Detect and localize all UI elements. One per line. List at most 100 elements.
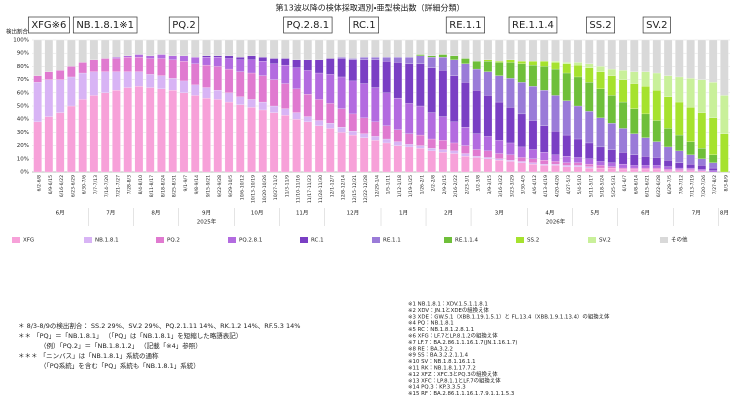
bar-segment [89, 95, 99, 173]
bar-segment [540, 66, 549, 91]
month-label: 11月 [296, 210, 309, 217]
bar-segment [326, 123, 335, 129]
bar-segment [618, 152, 628, 165]
bar-segment [562, 162, 571, 166]
bar-segment [371, 59, 380, 88]
bar-segment [697, 112, 707, 149]
year-label: 2026年 [546, 218, 566, 226]
bar-segment [495, 101, 504, 141]
bar-segment [708, 170, 718, 173]
bar-segment [472, 90, 481, 134]
bar-segment [146, 55, 155, 59]
note-right: ※4 PQ：NB.1.8.1 [408, 321, 454, 327]
bar-segment [607, 149, 616, 163]
bar-segment [506, 78, 515, 108]
bar-segment [720, 133, 729, 173]
bar-segment [247, 99, 256, 108]
bar-segment [337, 76, 346, 109]
bar-segment [292, 112, 301, 120]
legend-label: PQ.2.8.1 [239, 238, 262, 244]
note-right: ※2 XDV：JN.1とXDEの組換え体 [408, 306, 489, 314]
bar-segment [224, 68, 234, 93]
bar-segment [348, 80, 358, 115]
bar-segment [123, 71, 132, 88]
bar-segment [89, 71, 99, 96]
x-tick-label: 12/15-12/21 [352, 175, 358, 203]
x-tick-label: 5/11-5/17 [588, 175, 594, 197]
bar-segment [438, 152, 448, 173]
y-tick-label: 40% [17, 117, 29, 123]
bar-segment [202, 57, 211, 66]
bar-segment [168, 78, 177, 91]
bar-segment [607, 75, 616, 96]
bar-segment [427, 55, 436, 58]
bar-segment [269, 79, 279, 107]
bar-segment [618, 163, 628, 169]
bar-segment [416, 134, 425, 146]
bar-segment [483, 150, 493, 158]
bar-segment [236, 59, 245, 72]
bar-segment [562, 39, 571, 63]
bar-segment [720, 95, 729, 134]
x-tick-label: 6/22-6/28 [656, 175, 662, 197]
bar-segment [281, 83, 290, 109]
bar-segment [483, 71, 493, 96]
bar-segment [33, 82, 42, 122]
bar-segment [258, 75, 267, 103]
bar-segment [652, 169, 661, 173]
bar-segment [528, 120, 538, 150]
bar-segment [134, 71, 144, 87]
legend-swatch [588, 237, 596, 243]
bar-segment [191, 63, 200, 85]
x-tick-label: 7/28-8/3 [127, 175, 133, 194]
bar-segment [101, 71, 110, 93]
month-label: 10月 [251, 210, 264, 217]
bar-segment [78, 72, 87, 100]
bar-segment [585, 67, 594, 83]
bar-segment [359, 59, 369, 84]
bar-segment [641, 137, 650, 157]
bar-segment [168, 59, 177, 79]
annotation: SV.2 [646, 20, 667, 31]
bar-segment [697, 79, 707, 113]
bar-segment [495, 75, 504, 103]
bar-segment [67, 105, 76, 173]
bar-segment [663, 39, 673, 76]
bar-segment [697, 169, 707, 171]
month-label: 2月 [444, 210, 453, 217]
bar-segment [551, 165, 560, 173]
bar-segment [202, 64, 211, 88]
bar-segment [495, 140, 504, 154]
bar-segment [540, 160, 549, 165]
x-tick-label: 3/2-3/8 [476, 175, 482, 192]
bar-segment [506, 107, 515, 144]
bar-segment [450, 121, 459, 144]
bar-segment [89, 59, 99, 72]
bar-segment [101, 58, 110, 72]
x-tick-label: 6/1-6/7 [622, 175, 628, 192]
bar-segment [213, 99, 222, 173]
bar-segment [596, 71, 605, 89]
x-tick-label: 10/6-10/12 [239, 175, 245, 200]
x-tick-label: 9/15-9/21 [206, 175, 212, 197]
bar-segment [528, 64, 538, 87]
bar-segment [191, 95, 200, 173]
x-tick-label: 2/9-2/15 [442, 175, 448, 194]
bar-segment [179, 55, 189, 62]
x-tick-label: 7/20-7/26 [701, 175, 707, 197]
bar-segment [337, 57, 346, 59]
annotation-box [508, 16, 558, 34]
bar-segment [314, 39, 324, 60]
bar-segment [236, 104, 245, 173]
bar-segment [596, 88, 605, 118]
x-tick-label: 1/5-1/11 [386, 175, 392, 194]
bar-segment [427, 138, 436, 149]
bar-segment [483, 59, 493, 62]
bar-segment [686, 170, 695, 173]
x-tick-label: 6/23-6/29 [70, 175, 76, 197]
bar-segment [573, 62, 583, 66]
bar-segment [371, 136, 380, 141]
bar-segment [506, 62, 515, 79]
x-tick-label: 5/4-5/10 [577, 175, 583, 194]
bar-segment [652, 141, 661, 158]
